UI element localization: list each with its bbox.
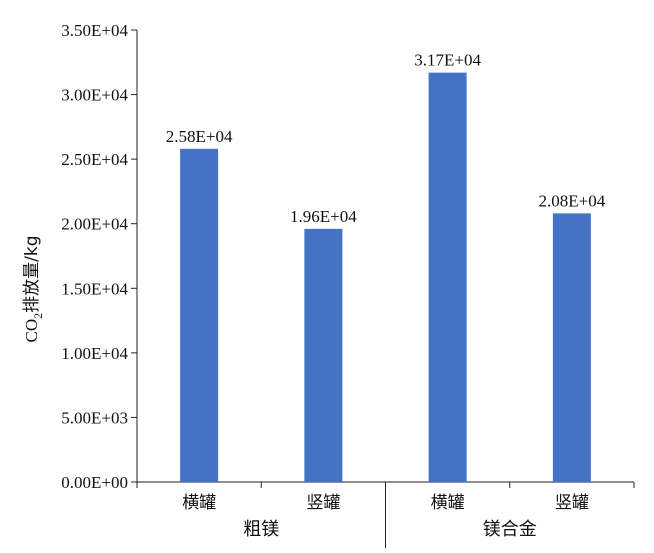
x-category-label: 竖罐 xyxy=(306,493,340,513)
bar xyxy=(552,213,591,482)
bars xyxy=(180,72,591,483)
y-tick-label: 1.00E+04 xyxy=(61,344,128,363)
bar xyxy=(428,72,467,483)
x-category-label: 横罐 xyxy=(431,493,465,513)
y-tick-label: 3.00E+04 xyxy=(61,86,128,105)
data-label: 1.96E+04 xyxy=(290,207,357,226)
x-category-label: 竖罐 xyxy=(555,493,589,513)
y-axis-title-subscript: 2 xyxy=(31,313,45,319)
bar xyxy=(180,148,219,482)
data-label: 3.17E+04 xyxy=(414,51,481,70)
y-axis-title-suffix: 排放量/kg xyxy=(22,236,42,313)
y-axis-title: CO2排放量/kg xyxy=(22,236,45,343)
y-tick-label: 3.50E+04 xyxy=(61,21,128,40)
axes: 0.00E+00 5.00E+03 1.00E+04 1.50E+04 2.00E+04… xyxy=(61,21,635,548)
bar xyxy=(304,228,343,482)
data-label: 2.58E+04 xyxy=(166,127,233,146)
labels: 2.58E+04 横罐 1.96E+04 竖罐 3.17E+04 横罐 2.08E+04 竖罐… xyxy=(166,51,606,540)
y-axis-title-prefix: CO xyxy=(22,319,41,343)
y-tick-label: 5.00E+03 xyxy=(61,408,128,427)
x-category-label: 横罐 xyxy=(182,493,216,513)
y-tick-label: 0.00E+00 xyxy=(61,473,128,492)
x-group-label: 镁合金 xyxy=(483,519,537,540)
x-group-label: 粗镁 xyxy=(243,519,279,540)
data-label: 2.08E+04 xyxy=(539,191,606,210)
y-tick-label: 1.50E+04 xyxy=(61,279,128,298)
y-tick-label: 2.00E+04 xyxy=(61,215,128,234)
y-tick-label: 2.50E+04 xyxy=(61,150,128,169)
